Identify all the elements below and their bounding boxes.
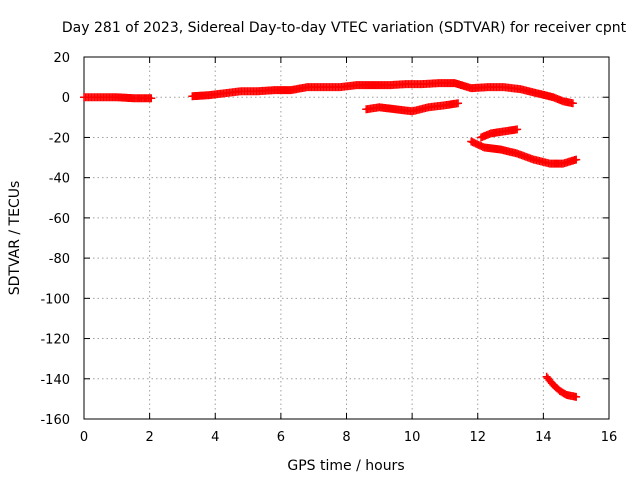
x-tick-label: 14 xyxy=(535,430,552,445)
y-tick-label: 0 xyxy=(62,91,70,106)
x-tick-label: 0 xyxy=(80,430,88,445)
grid xyxy=(84,57,609,419)
x-tick-label: 2 xyxy=(145,430,153,445)
y-tick-label: -120 xyxy=(40,333,70,348)
x-tick-label: 16 xyxy=(601,430,618,445)
y-tick-label: -100 xyxy=(40,292,70,307)
data-point xyxy=(572,392,581,401)
y-axis-label: SDTVAR / TECUs xyxy=(7,181,23,296)
y-tick-label: -60 xyxy=(49,212,70,227)
data-point xyxy=(147,94,156,103)
data-point xyxy=(568,99,577,108)
x-tick-label: 6 xyxy=(277,430,285,445)
y-tick-label: 20 xyxy=(53,51,70,66)
data-points xyxy=(80,79,581,401)
axis-ticks: 0 2 4 6 8 10 12 14 16 20 0 -20 -40 -60 -80 -100 -120 -140… xyxy=(40,51,617,445)
chart-title: Day 281 of 2023, Sidereal Day-to-day VTE… xyxy=(62,20,627,36)
data-point xyxy=(513,125,522,134)
x-tick-label: 8 xyxy=(342,430,350,445)
y-tick-label: -20 xyxy=(49,131,70,146)
x-tick-label: 10 xyxy=(404,430,421,445)
data-point xyxy=(572,155,581,164)
x-tick-label: 4 xyxy=(211,430,219,445)
y-tick-label: -140 xyxy=(40,373,70,388)
y-tick-label: -160 xyxy=(40,413,70,428)
x-tick-label: 12 xyxy=(469,430,486,445)
y-tick-label: -80 xyxy=(49,252,70,267)
y-tick-label: -40 xyxy=(49,172,70,187)
x-axis-label: GPS time / hours xyxy=(287,458,404,474)
data-point xyxy=(454,99,463,108)
